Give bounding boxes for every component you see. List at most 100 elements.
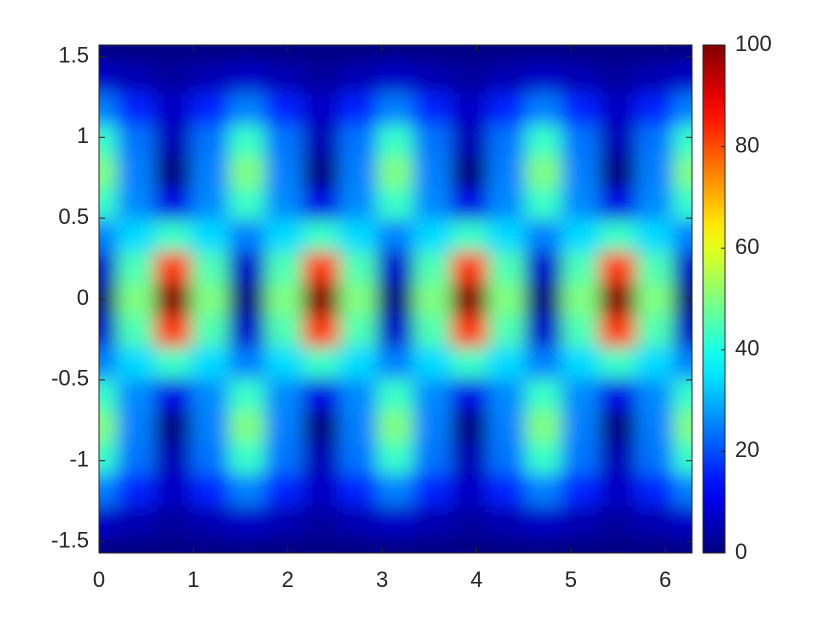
heat-cell [524, 282, 563, 316]
heat-cell [524, 377, 563, 411]
heat-cell [302, 346, 341, 379]
plot-area [99, 45, 692, 553]
heat-cell [376, 346, 415, 379]
heat-cell [598, 45, 637, 62]
heat-cell [450, 314, 489, 348]
heat-cell [450, 346, 489, 379]
heat-cell [99, 314, 119, 348]
heat-cell [561, 441, 600, 475]
heat-cell [117, 409, 156, 443]
heat-cell [635, 441, 674, 475]
heat-cell [487, 60, 526, 94]
heat-cell [598, 60, 637, 94]
heat-cell [99, 92, 119, 125]
heat-cell [376, 155, 415, 189]
heat-cell [450, 123, 489, 157]
heat-cell [635, 377, 674, 411]
heat-cell [598, 473, 637, 506]
heat-cell [228, 187, 267, 221]
heat-cell [450, 60, 489, 94]
heat-cell [672, 346, 692, 379]
heat-cell [635, 250, 674, 284]
heat-cell [302, 473, 341, 506]
heat-cell [561, 346, 600, 379]
heat-cell [413, 219, 452, 252]
heat-cell [265, 536, 304, 553]
heat-cell [228, 219, 267, 252]
heat-cell [413, 45, 452, 62]
heat-cell [302, 250, 341, 284]
heat-cell [265, 187, 304, 221]
heat-cell [191, 346, 230, 379]
heat-cell [672, 377, 692, 411]
heat-cell [191, 377, 230, 411]
heat-cell [99, 123, 119, 157]
heat-cell [672, 123, 692, 157]
y-tick-label: -1 [69, 447, 89, 472]
heat-cell [302, 282, 341, 316]
heat-cell [117, 536, 156, 553]
heat-cell [413, 536, 452, 553]
heat-cell [265, 314, 304, 348]
heat-cell [191, 187, 230, 221]
x-tick-label: 5 [565, 567, 577, 592]
heat-cell [191, 60, 230, 94]
heat-cell [672, 155, 692, 189]
y-tick-label: 1 [77, 123, 89, 148]
heat-cell [413, 314, 452, 348]
heat-cell [524, 409, 563, 443]
heat-cell [154, 346, 193, 379]
heat-cell [413, 441, 452, 475]
heat-cell [487, 187, 526, 221]
heat-cell [487, 250, 526, 284]
heat-cell [635, 504, 674, 538]
heat-cell [413, 187, 452, 221]
heat-cell [598, 346, 637, 379]
heat-cell [561, 377, 600, 411]
heat-cell [635, 282, 674, 316]
heat-cell [487, 92, 526, 125]
heat-cell [265, 219, 304, 252]
heat-cell [191, 155, 230, 189]
heat-cell [450, 504, 489, 538]
heat-cell [561, 473, 600, 506]
heat-cell [561, 282, 600, 316]
heat-cell [524, 187, 563, 221]
heat-cell [524, 92, 563, 125]
heat-cell [117, 314, 156, 348]
heat-cell [635, 155, 674, 189]
heat-cell [339, 377, 378, 411]
heat-cell [672, 92, 692, 125]
heat-cell [154, 45, 193, 62]
heat-cell [413, 504, 452, 538]
heat-cell [228, 346, 267, 379]
heat-cell [598, 314, 637, 348]
heat-cell [117, 219, 156, 252]
heat-cell [635, 60, 674, 94]
heat-cell [524, 346, 563, 379]
heat-cell [376, 377, 415, 411]
heat-cell [302, 45, 341, 62]
axes: 0 1 2 3 4 5 6 -1.5 -1 -0.5 0 0.5 1 1.5 0 20 40 60 80 100 [51, 31, 772, 592]
y-tick-label: 0 [77, 285, 89, 310]
heat-cell [561, 219, 600, 252]
heat-cell [413, 250, 452, 284]
heat-cell [450, 92, 489, 125]
colorbar-tick-label: 40 [735, 336, 759, 361]
heat-cell [561, 409, 600, 443]
heat-cell [672, 504, 692, 538]
heat-cell [598, 441, 637, 475]
heat-cell [191, 473, 230, 506]
heat-cell [99, 187, 119, 221]
heat-cell [598, 123, 637, 157]
heat-cell [99, 60, 119, 94]
heat-cell [672, 45, 692, 62]
heat-cell [487, 504, 526, 538]
heat-cell [339, 155, 378, 189]
heat-cell [117, 346, 156, 379]
heat-cell [302, 314, 341, 348]
heat-cell [265, 282, 304, 316]
heat-cell [635, 45, 674, 62]
heat-cell [154, 123, 193, 157]
heat-cell [302, 219, 341, 252]
